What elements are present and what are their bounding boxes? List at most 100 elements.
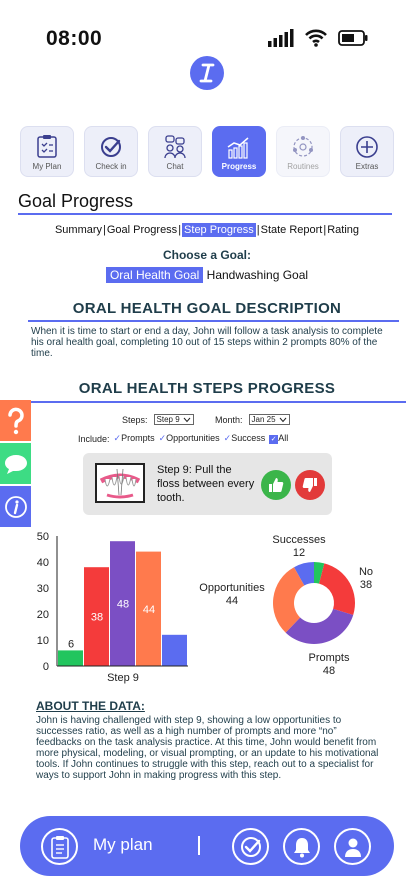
question-icon (7, 407, 24, 434)
bar-value-label: 38 (91, 612, 103, 624)
slice-label: Successes (272, 534, 326, 546)
tab-progress[interactable]: Progress (212, 126, 266, 177)
chevron-down-icon (279, 417, 286, 422)
bar (58, 650, 83, 666)
bar-value-label: 44 (143, 604, 155, 616)
thumbs-up-button[interactable] (261, 470, 291, 500)
clipboard-icon (37, 135, 57, 158)
tab-my-plan[interactable]: My Plan (20, 126, 74, 177)
tab-check-in[interactable]: Check in (84, 126, 138, 177)
page-title: Goal Progress (18, 191, 134, 211)
subnav-state-report[interactable]: State Report (260, 224, 323, 236)
status-bar: 08:00 (0, 0, 414, 54)
bar (162, 634, 187, 666)
choose-goal-label: Choose a Goal: (162, 248, 251, 262)
info-icon (4, 495, 27, 518)
month-select-value: Jan 25 (251, 415, 276, 424)
y-tick-label: 50 (37, 531, 49, 543)
filter-prompts[interactable]: ✓Prompts (114, 433, 155, 444)
tab-chat[interactable]: Chat (148, 126, 202, 177)
bar-value-label: 48 (117, 599, 129, 611)
month-label: Month: (215, 414, 243, 425)
tab-routines[interactable]: Routines (276, 126, 330, 177)
subnav-summary[interactable]: Summary (54, 224, 103, 236)
check-icon: ✓ (113, 433, 122, 443)
slice-value: 12 (293, 547, 305, 559)
tab-label: My Plan (32, 162, 62, 171)
y-tick-label: 0 (43, 661, 49, 673)
status-icons (268, 29, 368, 47)
thumbs-down-button[interactable] (295, 470, 325, 500)
slice-value: 38 (360, 579, 372, 591)
bottom-bar-label[interactable]: My plan (93, 835, 153, 854)
check-circle-icon (101, 137, 121, 157)
notifications-button[interactable] (283, 828, 320, 865)
donut-slice (294, 562, 314, 586)
y-tick-label: 20 (37, 609, 49, 621)
goal-description-text: When it is time to start or end a day, J… (31, 326, 383, 359)
tab-label: Check in (95, 162, 127, 171)
tab-label: Routines (287, 162, 319, 171)
steps-progress-divider (28, 401, 406, 403)
bar-value-label: 6 (68, 638, 74, 650)
goal-option-oral-health[interactable]: Oral Health Goal (105, 267, 204, 283)
donut-slice (319, 563, 355, 616)
wifi-icon (305, 29, 327, 47)
include-filters: Include: ✓Prompts ✓Opportunities ✓Succes… (78, 433, 288, 444)
subnav-separator: | (256, 224, 260, 236)
app-logo-icon (199, 63, 215, 83)
slice-value: 48 (323, 665, 335, 677)
month-select[interactable]: Jan 25 (248, 414, 290, 425)
bar (136, 551, 161, 666)
info-button[interactable] (0, 486, 31, 527)
check-icon: ✓ (223, 433, 232, 443)
steps-select[interactable]: Step 9 (153, 414, 194, 425)
tab-label: Progress (221, 162, 257, 171)
help-button[interactable] (0, 400, 31, 441)
month-control: Month: Jan 25 (215, 414, 290, 425)
subnav-goal-progress[interactable]: Goal Progress (106, 224, 178, 236)
filter-label: Prompts (121, 433, 155, 443)
subnav-separator: | (103, 224, 106, 236)
steps-select-value: Step 9 (156, 415, 180, 424)
filter-all[interactable]: ✓ All (269, 433, 288, 444)
profile-button[interactable] (334, 828, 371, 865)
user-icon (344, 838, 361, 857)
signal-icon (268, 29, 294, 47)
chat-button[interactable] (0, 443, 31, 484)
plus-circle-icon (356, 136, 378, 158)
slice-label: No (359, 566, 373, 578)
about-text: John is having challenged with step 9, s… (36, 715, 379, 781)
subnav: Summary|Goal Progress| Step Progress |Stat… (0, 223, 414, 237)
teeth-floss-icon (99, 468, 141, 499)
bottom-bar-separator (198, 836, 200, 855)
battery-icon (338, 30, 368, 46)
filter-success[interactable]: ✓Success (224, 433, 266, 444)
goal-description-heading: ORAL HEALTH GOAL DESCRIPTION (72, 300, 342, 317)
slice-label: Opportunities (199, 582, 265, 594)
subnav-separator: | (178, 224, 182, 236)
check-icon: ✓ (158, 433, 167, 443)
x-tick-label: Step 9 (107, 672, 139, 684)
steps-control: Steps: Step 9 (122, 414, 194, 425)
subnav-step-progress[interactable]: Step Progress (182, 223, 256, 237)
donut-slice (314, 562, 325, 584)
include-label: Include: (78, 433, 110, 444)
clipboard-icon (50, 835, 69, 859)
step-card-text: Step 9: Pull the floss between every too… (157, 464, 255, 504)
app-logo[interactable] (190, 56, 224, 90)
goal-description-divider (28, 320, 399, 322)
bar-value-label: 12 (169, 623, 181, 635)
bar (110, 541, 135, 666)
my-plan-button[interactable] (41, 828, 78, 865)
routine-cycle-icon (293, 136, 313, 157)
checkbox-checked-icon: ✓ (269, 435, 279, 444)
bell-icon (293, 837, 310, 857)
check-in-button[interactable] (232, 828, 269, 865)
subnav-rating[interactable]: Rating (327, 224, 360, 236)
tab-extras[interactable]: Extras (340, 126, 394, 177)
filter-label: Success (231, 433, 266, 443)
filter-opportunities[interactable]: ✓Opportunities (159, 433, 220, 444)
goal-option-handwashing[interactable]: Handwashing Goal (206, 268, 309, 282)
y-tick-label: 30 (37, 583, 49, 595)
